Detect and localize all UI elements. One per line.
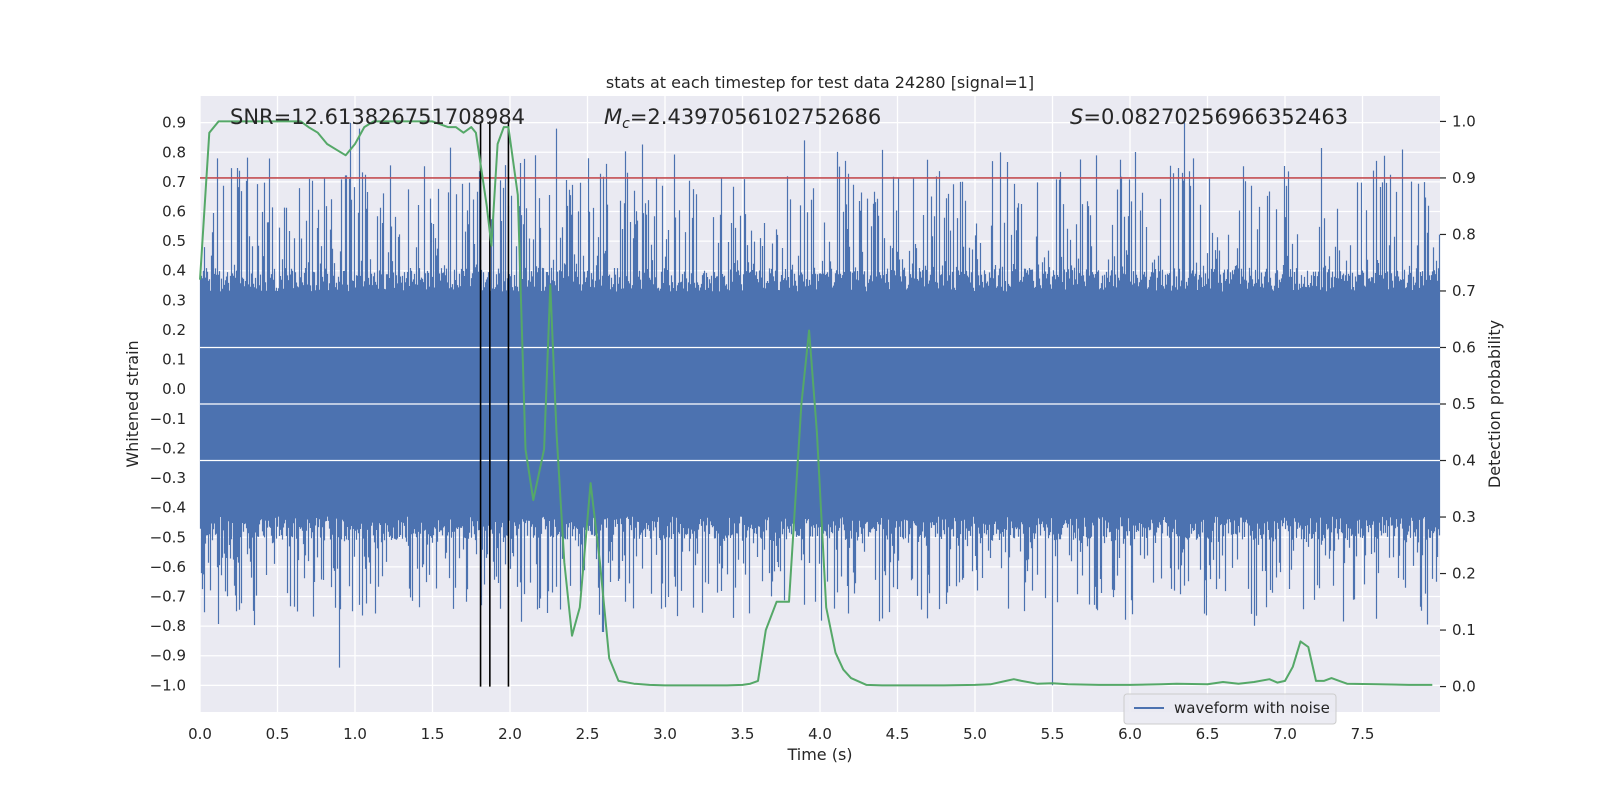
y-tick-label: −0.2 bbox=[150, 439, 186, 457]
marker-lines bbox=[479, 121, 510, 687]
y-tick-label: −0.6 bbox=[150, 558, 186, 576]
x-tick-label: 0.5 bbox=[266, 725, 290, 743]
y-tick-label: −0.7 bbox=[150, 588, 186, 606]
y2-tick-label: 0.8 bbox=[1452, 225, 1476, 243]
y-tick-label: 0.7 bbox=[162, 173, 186, 191]
x-tick-label: 2.5 bbox=[576, 725, 600, 743]
y-axis-label: Whitened strain bbox=[123, 340, 142, 467]
x-tick-label: 3.5 bbox=[731, 725, 755, 743]
chart-title: stats at each timestep for test data 242… bbox=[606, 73, 1034, 92]
legend-label: waveform with noise bbox=[1174, 699, 1330, 717]
mc-annotation: Mc=2.4397056102752686 bbox=[604, 105, 881, 132]
s-annotation: S=0.08270256966352463 bbox=[1070, 105, 1348, 129]
x-tick-label: 6.5 bbox=[1196, 725, 1220, 743]
y-tick-label: 0.0 bbox=[162, 380, 186, 398]
y-tick-label: 0.4 bbox=[162, 262, 186, 280]
mc-subscript: c bbox=[622, 116, 630, 132]
mc-value: =2.4397056102752686 bbox=[630, 105, 881, 129]
y-tick-label: −1.0 bbox=[150, 676, 186, 694]
y2-tick-label: 0.3 bbox=[1452, 508, 1476, 526]
x-tick-label: 5.0 bbox=[963, 725, 987, 743]
x-tick-label: 0.0 bbox=[188, 725, 212, 743]
s-symbol: S bbox=[1070, 105, 1083, 129]
y-ticks: 0.9 0.8 0.7 0.6 0.5 0.4 0.3 0.2 0.1 0.0 −0.1 −0.2 −0… bbox=[150, 114, 186, 695]
y2-tick-label: 0.7 bbox=[1452, 282, 1476, 300]
x-tick-label: 2.0 bbox=[498, 725, 522, 743]
y-tick-label: 0.9 bbox=[162, 114, 186, 132]
y2-tick-label: 0.4 bbox=[1452, 452, 1476, 470]
y-tick-label: 0.2 bbox=[162, 321, 186, 339]
x-tick-label: 6.0 bbox=[1118, 725, 1142, 743]
y-tick-label: 0.5 bbox=[162, 232, 186, 250]
y-tick-label: −0.1 bbox=[150, 410, 186, 428]
x-tick-label: 4.0 bbox=[808, 725, 832, 743]
y2-tick-label: 0.5 bbox=[1452, 395, 1476, 413]
legend: waveform with noise bbox=[1123, 693, 1337, 725]
y2-tick-label: 0.9 bbox=[1452, 169, 1476, 187]
x-tick-label: 5.5 bbox=[1041, 725, 1065, 743]
y2-axis-label: Detection probability bbox=[1485, 320, 1504, 488]
legend-box bbox=[1123, 693, 1337, 725]
y-tick-label: 0.1 bbox=[162, 351, 186, 369]
y-tick-label: −0.8 bbox=[150, 617, 186, 635]
x-ticks: 0.0 0.5 1.0 1.5 2.0 2.5 3.0 3.5 4.0 4.5 5.0 5.5 6.0 6… bbox=[188, 725, 1374, 743]
y-tick-label: 0.3 bbox=[162, 291, 186, 309]
x-tick-label: 1.5 bbox=[421, 725, 445, 743]
y-tick-label: 0.6 bbox=[162, 203, 186, 221]
y2-tick-label: 0.0 bbox=[1452, 678, 1476, 696]
x-tick-label: 3.0 bbox=[653, 725, 677, 743]
y-tick-label: −0.9 bbox=[150, 647, 186, 665]
snr-annotation: SNR=12.613826751708984 bbox=[230, 105, 525, 129]
s-value: =0.08270256966352463 bbox=[1083, 105, 1348, 129]
x-axis-label: Time (s) bbox=[786, 745, 852, 764]
mc-symbol: M bbox=[604, 105, 622, 129]
y-tick-label: −0.4 bbox=[150, 499, 186, 517]
y2-ticks: 0.0 0.1 0.2 0.3 0.4 0.5 0.6 0.7 0.8 0.9 1.0 bbox=[1440, 112, 1476, 696]
y-tick-label: −0.5 bbox=[150, 528, 186, 546]
x-tick-label: 1.0 bbox=[343, 725, 367, 743]
y2-tick-label: 0.6 bbox=[1452, 338, 1476, 356]
y-tick-label: −0.3 bbox=[150, 469, 186, 487]
probability-line bbox=[199, 120, 1433, 687]
x-tick-label: 4.5 bbox=[886, 725, 910, 743]
x-tick-label: 7.0 bbox=[1273, 725, 1297, 743]
x-tick-label: 7.5 bbox=[1351, 725, 1375, 743]
y2-tick-label: 1.0 bbox=[1452, 112, 1476, 130]
y-tick-label: 0.8 bbox=[162, 143, 186, 161]
y2-tick-label: 0.1 bbox=[1452, 621, 1476, 639]
y2-tick-label: 0.2 bbox=[1452, 565, 1476, 583]
